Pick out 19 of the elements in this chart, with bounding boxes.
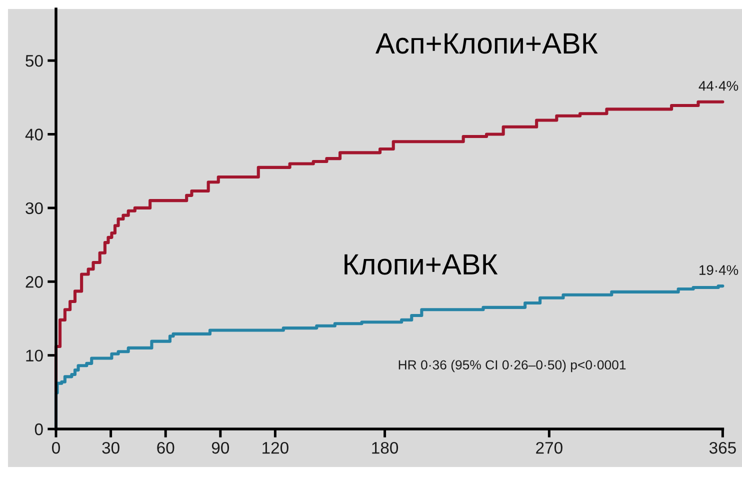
series-label: Клопи+АВК xyxy=(344,254,498,275)
y-tick-label: 50 xyxy=(26,54,43,67)
y-tick-label: 40 xyxy=(25,128,43,140)
y-tick-label: 30 xyxy=(26,202,43,214)
x-tick-label: 0 xyxy=(52,442,60,454)
y-tick-label: 0 xyxy=(34,423,43,436)
series-label: Асп+Клопи+АВК xyxy=(376,33,598,54)
data-label: 44·4% xyxy=(698,80,738,91)
x-tick-label: 30 xyxy=(102,442,120,454)
x-tick-label: 60 xyxy=(157,442,174,454)
x-tick-label: 120 xyxy=(262,442,288,454)
data-label: 19·4% xyxy=(700,265,738,275)
x-tick-label: 270 xyxy=(536,442,562,454)
x-tick-label: 90 xyxy=(212,442,230,454)
y-tick-label: 20 xyxy=(26,276,43,288)
x-tick-label: 180 xyxy=(372,442,398,454)
annotation: HR 0·36 (95% CI 0·26–0·50) p<0·0001 xyxy=(398,360,626,372)
x-tick-label: 365 xyxy=(709,442,736,454)
y-tick-label: 10 xyxy=(26,350,43,362)
